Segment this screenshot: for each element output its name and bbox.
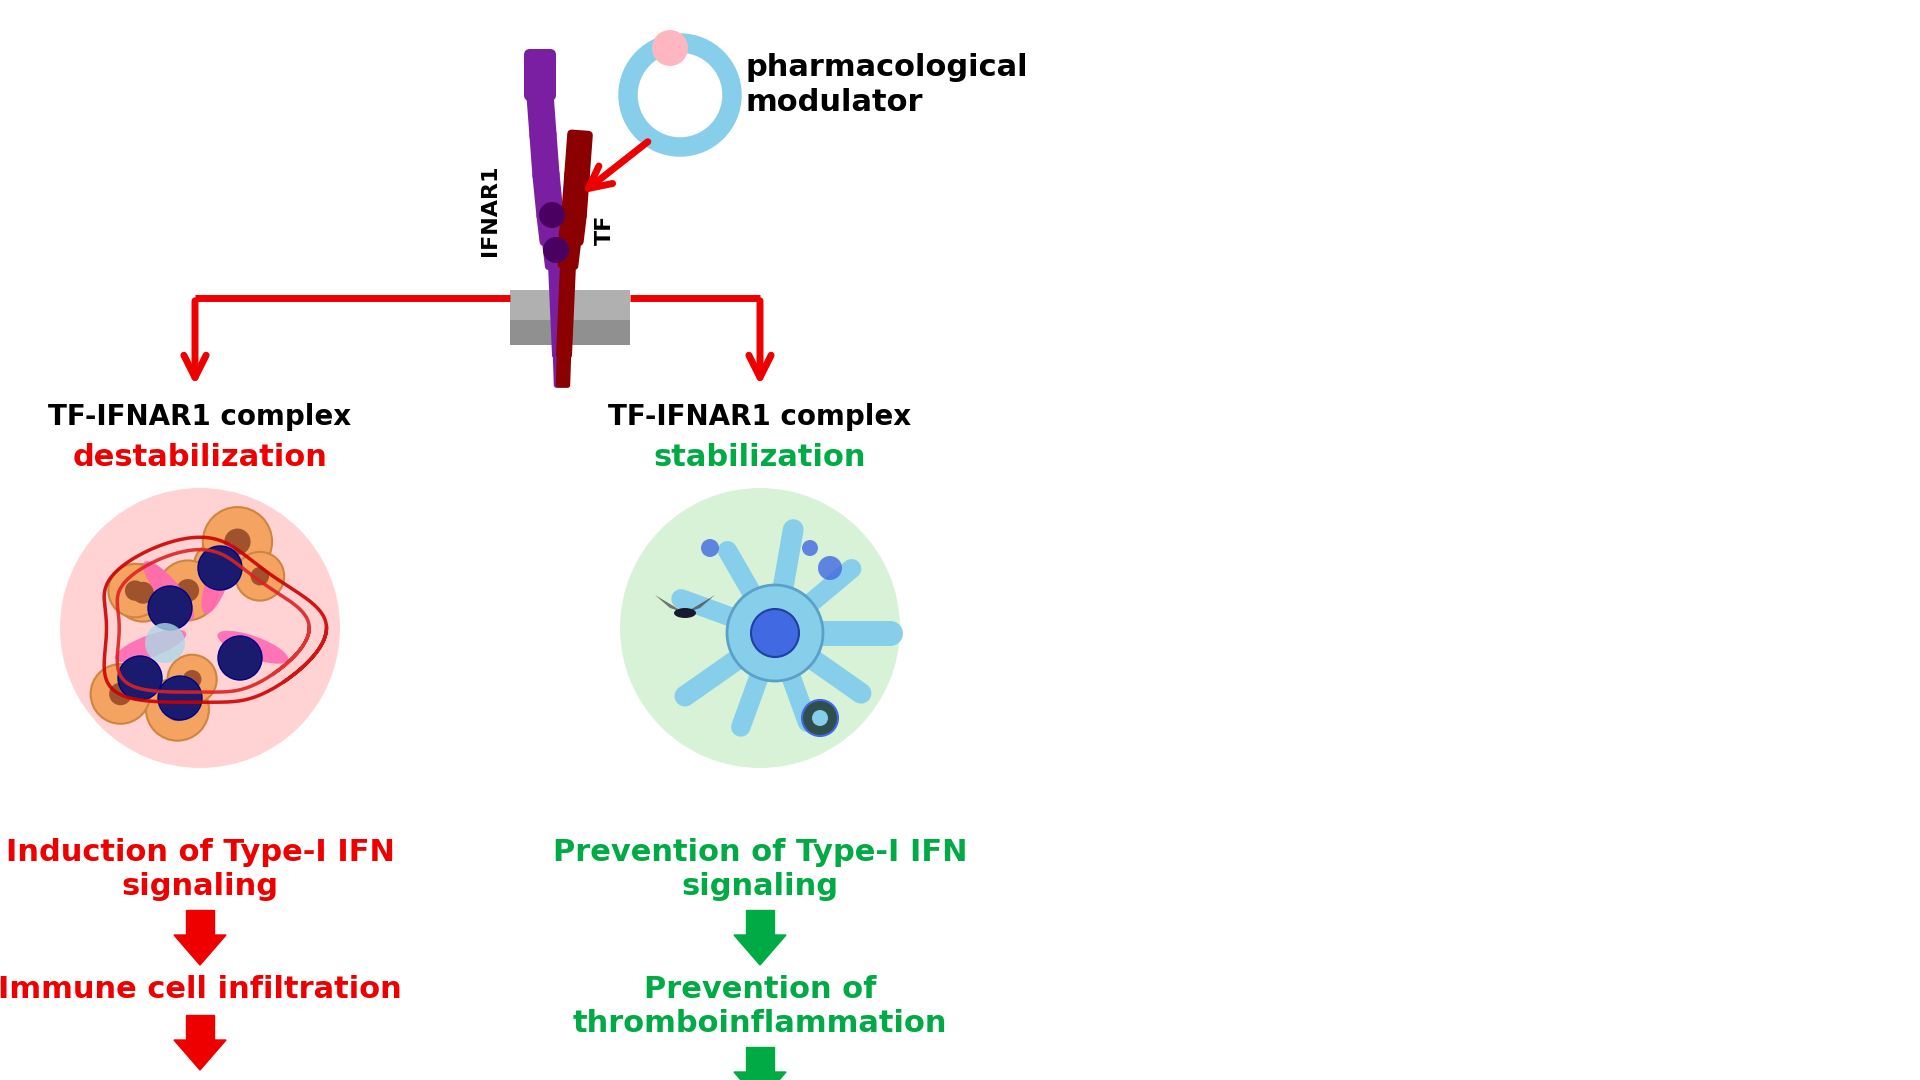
Circle shape	[812, 710, 828, 726]
Text: TF-IFNAR1 complex: TF-IFNAR1 complex	[48, 403, 351, 431]
Circle shape	[113, 564, 171, 622]
Text: Prevention of Type-I IFN
signaling: Prevention of Type-I IFN signaling	[553, 838, 968, 901]
Circle shape	[252, 567, 269, 585]
Text: Prevention of
thromboinflammation: Prevention of thromboinflammation	[572, 975, 947, 1038]
FancyBboxPatch shape	[549, 307, 568, 359]
Circle shape	[620, 488, 900, 768]
FancyBboxPatch shape	[559, 210, 588, 246]
Circle shape	[701, 539, 718, 557]
Ellipse shape	[202, 543, 234, 615]
Ellipse shape	[217, 631, 288, 664]
FancyBboxPatch shape	[530, 130, 559, 180]
FancyBboxPatch shape	[557, 235, 582, 270]
Circle shape	[157, 676, 202, 720]
Circle shape	[803, 700, 837, 735]
Circle shape	[167, 654, 217, 704]
Polygon shape	[685, 595, 714, 613]
Circle shape	[204, 508, 273, 577]
Polygon shape	[733, 935, 785, 966]
FancyBboxPatch shape	[541, 235, 566, 270]
Circle shape	[90, 664, 150, 724]
Circle shape	[543, 237, 568, 264]
Circle shape	[117, 656, 161, 700]
Text: destabilization: destabilization	[73, 443, 328, 472]
Circle shape	[182, 670, 202, 689]
FancyBboxPatch shape	[547, 261, 566, 313]
Circle shape	[728, 585, 824, 681]
Circle shape	[219, 636, 261, 680]
Circle shape	[209, 557, 227, 576]
Text: TF: TF	[595, 215, 614, 245]
Text: IFNAR1: IFNAR1	[480, 164, 499, 256]
Polygon shape	[186, 910, 213, 935]
Circle shape	[146, 677, 209, 741]
Circle shape	[165, 698, 190, 721]
Polygon shape	[733, 1072, 785, 1080]
Polygon shape	[175, 1040, 227, 1070]
Circle shape	[60, 488, 340, 768]
Text: Immune cell infiltration: Immune cell infiltration	[0, 975, 401, 1004]
Circle shape	[198, 546, 242, 590]
Polygon shape	[186, 1015, 213, 1040]
Circle shape	[653, 30, 687, 66]
Circle shape	[132, 582, 154, 604]
Circle shape	[109, 683, 132, 705]
Circle shape	[177, 579, 200, 602]
Circle shape	[125, 580, 146, 600]
FancyBboxPatch shape	[553, 352, 568, 388]
Polygon shape	[747, 910, 774, 935]
FancyBboxPatch shape	[511, 291, 630, 321]
FancyBboxPatch shape	[561, 170, 589, 220]
Polygon shape	[655, 595, 685, 613]
Circle shape	[148, 586, 192, 630]
Circle shape	[751, 609, 799, 657]
Text: pharmacological
modulator: pharmacological modulator	[745, 53, 1027, 118]
Circle shape	[540, 202, 564, 228]
Circle shape	[157, 561, 217, 620]
FancyBboxPatch shape	[564, 130, 593, 180]
Circle shape	[236, 552, 284, 600]
FancyBboxPatch shape	[559, 261, 576, 313]
Text: TF-IFNAR1 complex: TF-IFNAR1 complex	[609, 403, 912, 431]
FancyBboxPatch shape	[524, 49, 557, 102]
Circle shape	[818, 556, 843, 580]
Circle shape	[194, 542, 242, 590]
Polygon shape	[175, 935, 227, 966]
Circle shape	[803, 540, 818, 556]
Text: Induction of Type-I IFN
signaling: Induction of Type-I IFN signaling	[6, 838, 394, 901]
FancyBboxPatch shape	[536, 208, 566, 246]
Circle shape	[225, 528, 252, 555]
Ellipse shape	[674, 608, 695, 618]
Text: stabilization: stabilization	[653, 443, 866, 472]
Polygon shape	[747, 1047, 774, 1072]
Ellipse shape	[115, 630, 186, 662]
FancyBboxPatch shape	[511, 321, 630, 345]
Ellipse shape	[144, 562, 194, 620]
Circle shape	[108, 564, 161, 618]
FancyBboxPatch shape	[555, 352, 570, 388]
Circle shape	[146, 623, 184, 663]
FancyBboxPatch shape	[557, 307, 574, 359]
FancyBboxPatch shape	[532, 170, 564, 221]
FancyBboxPatch shape	[526, 90, 557, 140]
